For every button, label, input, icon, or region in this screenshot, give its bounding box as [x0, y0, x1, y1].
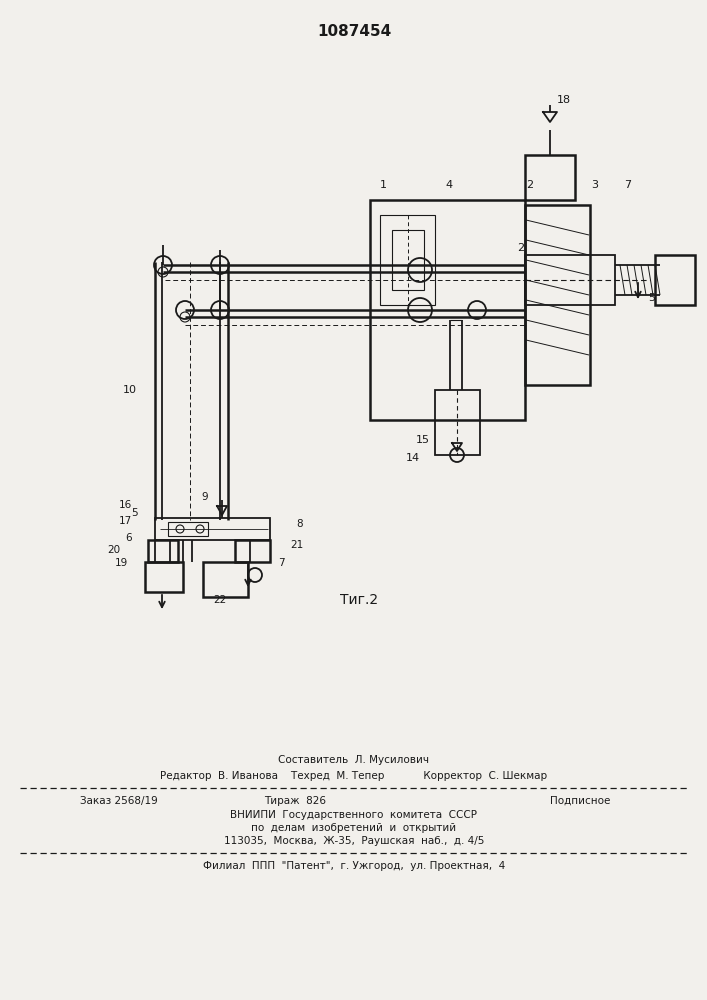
Bar	[655, 255, 695, 305]
Text: Τиг.2: Τиг.2	[340, 593, 378, 607]
Text: 5: 5	[132, 508, 138, 518]
Text: 6: 6	[125, 533, 132, 543]
Bar	[203, 562, 248, 597]
Text: 15: 15	[416, 435, 430, 445]
Text: Подписное: Подписное	[550, 796, 610, 806]
Bar	[525, 205, 590, 385]
Text: 1087454: 1087454	[317, 24, 391, 39]
Text: Редактор  В. Иванова    Техред  М. Тепер            Корректор  С. Шекмар: Редактор В. Иванова Техред М. Тепер Корр…	[160, 771, 547, 781]
Text: 113035,  Москва,  Ж-35,  Раушская  наб.,  д. 4/5: 113035, Москва, Ж-35, Раушская наб., д. …	[224, 836, 484, 846]
Text: Филиал  ППП  "Патент",  г. Ужгород,  ул. Проектная,  4: Филиал ППП "Патент", г. Ужгород, ул. Про…	[203, 861, 505, 871]
Bar	[370, 200, 525, 420]
Text: 16: 16	[119, 500, 132, 510]
Bar	[380, 215, 435, 305]
Bar	[148, 540, 178, 562]
Bar	[235, 540, 270, 562]
Text: Заказ 2568/19: Заказ 2568/19	[80, 796, 158, 806]
Text: 4: 4	[445, 180, 452, 190]
Text: 17: 17	[119, 516, 132, 526]
Bar	[155, 518, 270, 540]
Text: 1: 1	[380, 180, 387, 190]
Text: ВНИИПИ  Государственного  комитета  СССР: ВНИИПИ Государственного комитета СССР	[230, 810, 477, 820]
Text: 10: 10	[123, 385, 137, 395]
Text: по  делам  изобретений  и  открытий: по делам изобретений и открытий	[252, 823, 457, 833]
Text: 18: 18	[557, 95, 571, 105]
Text: 2: 2	[517, 243, 524, 253]
Bar	[525, 255, 615, 305]
Bar	[392, 230, 424, 290]
Text: 14: 14	[406, 453, 420, 463]
Text: Тираж  826: Тираж 826	[264, 796, 326, 806]
Bar	[525, 155, 575, 200]
Text: 19: 19	[115, 558, 128, 568]
Text: 7: 7	[624, 180, 631, 190]
Bar	[168, 522, 208, 536]
Text: 3: 3	[592, 180, 599, 190]
Text: 21: 21	[290, 540, 303, 550]
Text: 20: 20	[107, 545, 120, 555]
Text: 9: 9	[201, 492, 209, 502]
Text: 22: 22	[214, 595, 227, 605]
Text: 8: 8	[296, 519, 303, 529]
Bar	[435, 390, 480, 455]
Text: 7: 7	[278, 558, 285, 568]
Text: 2: 2	[527, 180, 534, 190]
Bar	[145, 562, 183, 592]
Text: Составитель  Л. Мусилович: Составитель Л. Мусилович	[279, 755, 429, 765]
Text: 5: 5	[648, 293, 655, 303]
